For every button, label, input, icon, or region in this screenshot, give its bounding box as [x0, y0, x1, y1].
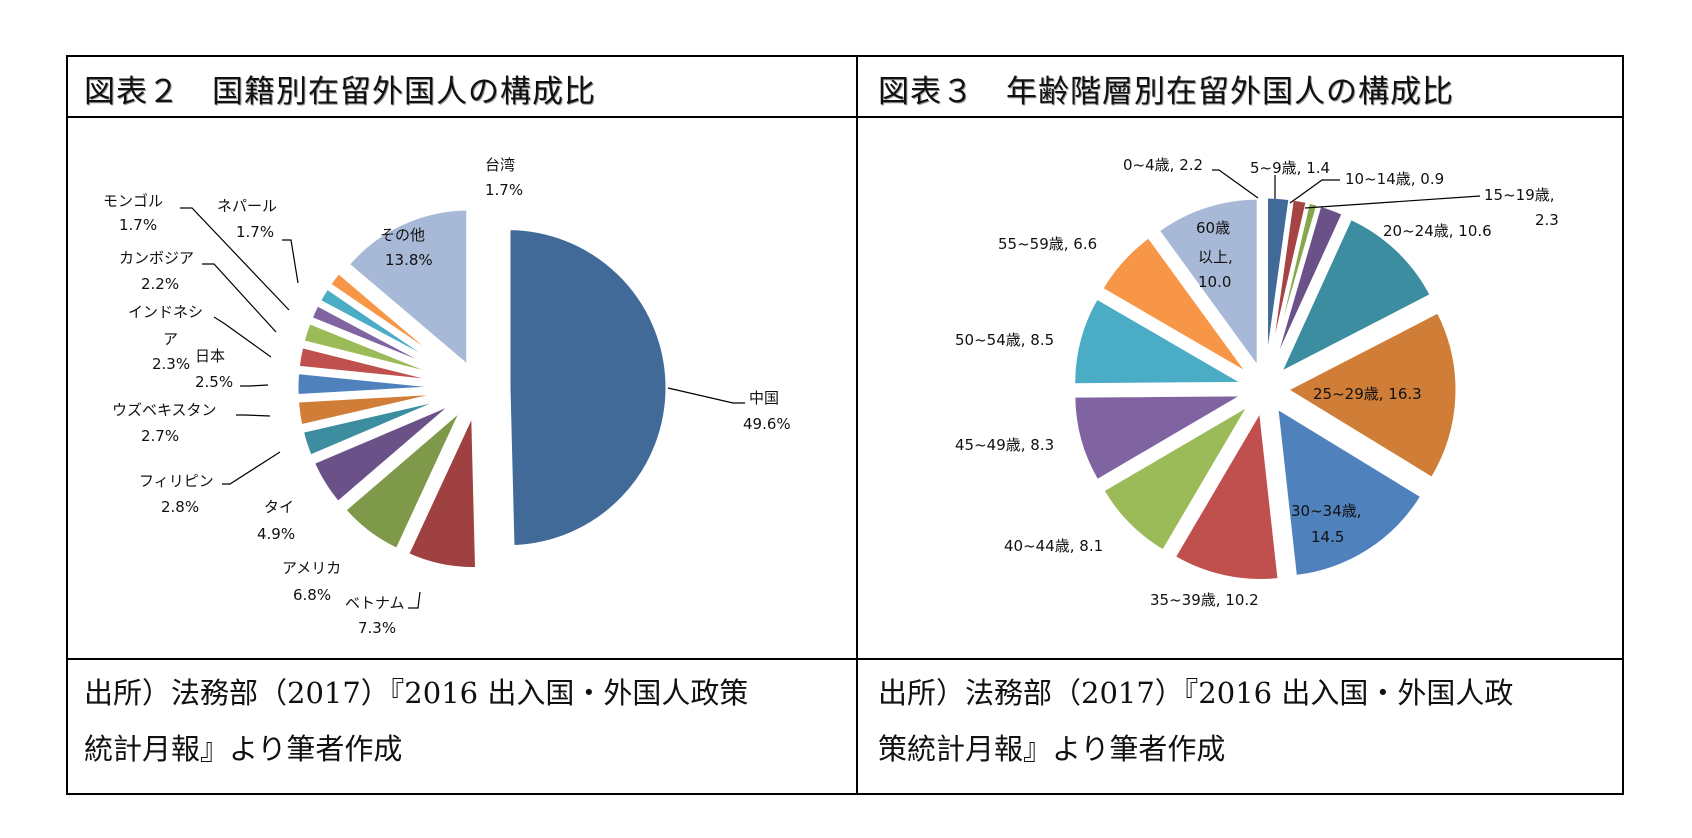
label-age-5-9: 5~9歳, 1.4	[1250, 159, 1330, 177]
source-divider	[66, 658, 1624, 660]
pie-slice-3	[308, 397, 461, 508]
label-age-20-24: 20~24歳, 10.6	[1383, 222, 1492, 240]
label-age-45-49: 45~49歳, 8.3	[955, 436, 1054, 454]
label-name-mongolia: モンゴル	[103, 192, 163, 210]
label-age-25-29: 25~29歳, 16.3	[1313, 385, 1422, 403]
label-name-indonesia-1: インドネシ	[128, 303, 203, 321]
leader-line-age-0-4	[1212, 169, 1259, 199]
label-name-usa: アメリカ	[282, 559, 341, 577]
label-age-60-plus-value: 10.0	[1198, 273, 1231, 291]
column-divider	[856, 55, 858, 795]
pie-slice-5	[293, 388, 457, 430]
pie-slice-10	[1072, 295, 1250, 387]
label-value-usa: 6.8%	[293, 586, 331, 604]
label-value-taiwan: 1.7%	[485, 181, 523, 199]
pie-slice-1	[403, 408, 481, 572]
label-age-55-59: 55~59歳, 6.6	[998, 235, 1097, 253]
nationality-pie-chart	[293, 205, 671, 572]
label-value-china: 49.6%	[743, 415, 791, 433]
label-age-60-plus-line-2: 以上,	[1198, 248, 1233, 266]
leader-line-mongolia	[180, 207, 290, 311]
pie-slice-0	[505, 225, 671, 551]
pie-slice-6	[1274, 404, 1424, 579]
pie-slice-1	[1267, 197, 1309, 368]
label-age-35-39: 35~39歳, 10.2	[1150, 591, 1259, 609]
label-value-uzbekistan: 2.7%	[141, 427, 179, 445]
label-age-60-plus-line-1: 60歳	[1196, 219, 1230, 237]
pie-slice-7	[1172, 405, 1281, 583]
leader-line-age-15-19	[1304, 195, 1481, 209]
label-age-30-34-name: 30~34歳,	[1291, 502, 1362, 520]
label-name-other: その他	[380, 226, 425, 244]
leader-line-cambodia	[202, 263, 277, 333]
age-group-leader-lines	[1212, 169, 1481, 209]
label-name-taiwan: 台湾	[485, 156, 515, 174]
label-name-indonesia-2: ア	[163, 330, 178, 348]
label-value-mongolia: 1.7%	[119, 216, 157, 234]
label-value-indonesia: 2.3%	[152, 355, 190, 373]
label-name-vietnam: ベトナム	[345, 594, 405, 612]
age-group-pie-labels: 0~4歳, 2.2 5~9歳, 1.4 10~14歳, 0.9 15~19歳, …	[955, 156, 1559, 609]
figure-2-source-line-2: 統計月報』より筆者作成	[84, 732, 403, 766]
pie-slice-12	[1156, 196, 1260, 373]
label-value-vietnam: 7.3%	[358, 619, 396, 637]
figure-2-source: 出所）法務部（2017）『2016 出入国・外国人政策 統計月報』より筆者作成	[84, 665, 748, 777]
label-value-japan: 2.5%	[195, 373, 233, 391]
label-name-cambodia: カンボジア	[119, 249, 194, 267]
pie-slice-4	[298, 392, 459, 461]
pie-slice-11	[1099, 234, 1250, 376]
label-age-50-54: 50~54歳, 8.5	[955, 331, 1054, 349]
label-name-thailand: タイ	[264, 498, 294, 516]
leader-line-vietnam	[408, 591, 421, 609]
figure-3-source-line-1: 出所）法務部（2017）『2016 出入国・外国人政	[878, 676, 1514, 710]
pie-slice-5	[1283, 309, 1459, 481]
leader-line-age-10-14	[1289, 179, 1340, 204]
pie-slice-12	[343, 205, 472, 374]
pie-slice-6	[293, 368, 457, 400]
pie-slice-8	[298, 318, 459, 384]
figure-3-source: 出所）法務部（2017）『2016 出入国・外国人政 策統計月報』より筆者作成	[878, 665, 1513, 777]
label-value-thailand: 4.9%	[257, 525, 295, 543]
label-name-uzbekistan: ウズベキスタン	[112, 401, 217, 419]
label-name-nepal: ネパール	[217, 197, 277, 215]
nationality-pie-labels: 中国 49.6% ベトナム 7.3% アメリカ 6.8% タイ 4.9% フィリ…	[103, 156, 791, 637]
label-name-philippines: フィリピン	[139, 472, 214, 490]
figure-table	[66, 55, 1624, 795]
leader-line-philippines	[222, 451, 281, 485]
pie-slice-0	[1265, 195, 1292, 368]
pie-slice-8	[1100, 400, 1254, 554]
label-name-japan: 日本	[195, 347, 225, 365]
figure-3-title: 図表３ 年齢階層別在留外国人の構成比	[878, 74, 1454, 110]
label-value-cambodia: 2.2%	[141, 275, 179, 293]
label-value-philippines: 2.8%	[161, 498, 199, 516]
figure-2-title: 図表２ 国籍別在留外国人の構成比	[84, 74, 596, 110]
label-value-other: 13.8%	[385, 251, 433, 269]
nationality-leader-lines	[180, 207, 745, 609]
pie-slice-11	[324, 267, 463, 377]
leader-line-china	[667, 387, 745, 404]
pie-slice-9	[1072, 393, 1250, 483]
leader-line-nepal	[282, 239, 299, 284]
pie-slice-4	[1277, 216, 1434, 377]
pie-slice-3	[1271, 203, 1346, 369]
figure-3-source-line-2: 策統計月報』より筆者作成	[878, 732, 1226, 766]
age-group-pie-chart	[1072, 195, 1459, 583]
label-age-10-14: 10~14歳, 0.9	[1345, 170, 1444, 188]
pie-slice-7	[294, 342, 457, 387]
header-divider	[66, 116, 1624, 118]
figure-2-source-line-1: 出所）法務部（2017）『2016 出入国・外国人政策	[84, 676, 749, 710]
label-name-china: 中国	[749, 389, 779, 407]
label-age-30-34-value: 14.5	[1311, 528, 1344, 546]
label-age-0-4: 0~4歳, 2.2	[1123, 156, 1203, 174]
label-age-15-19-value: 2.3	[1535, 211, 1559, 229]
leader-line-uzbekistan	[236, 414, 271, 417]
label-age-40-44: 40~44歳, 8.1	[1004, 537, 1103, 555]
leader-line-japan	[240, 384, 269, 387]
label-age-15-19-name: 15~19歳,	[1484, 186, 1555, 204]
label-value-nepal: 1.7%	[236, 223, 274, 241]
leader-line-indonesia	[213, 316, 272, 358]
pie-slice-2	[339, 403, 468, 555]
pie-slice-2	[1269, 200, 1320, 369]
